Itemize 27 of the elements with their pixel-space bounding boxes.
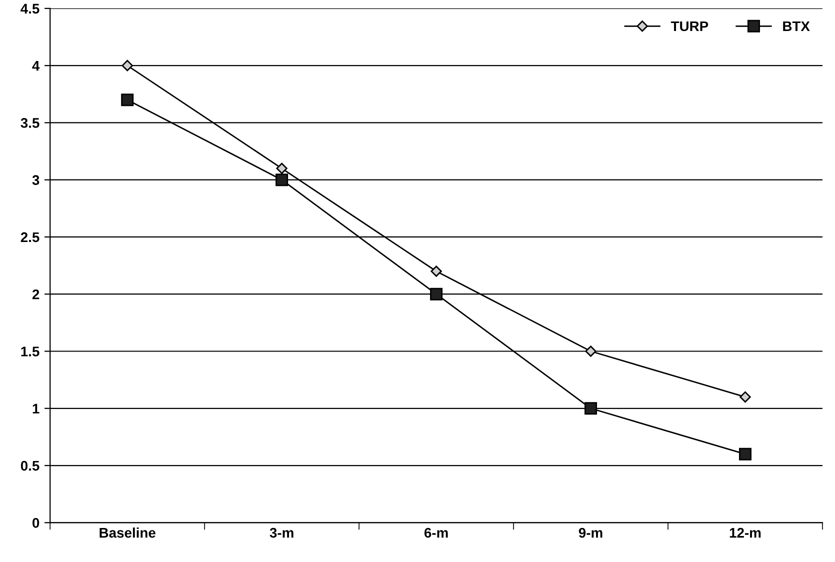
x-tick-label: 6-m xyxy=(424,528,448,538)
y-tick-label: 0.5 xyxy=(20,460,40,471)
point xyxy=(121,94,134,106)
point xyxy=(276,174,288,186)
point xyxy=(585,346,596,357)
point xyxy=(276,162,288,174)
y-tick-label: 3 xyxy=(32,175,40,186)
y-tick-label: 1 xyxy=(32,404,40,414)
legend-label: TURP xyxy=(670,21,708,32)
y-tick-label: 3.5 xyxy=(20,118,40,128)
point xyxy=(584,402,598,415)
point xyxy=(738,448,752,460)
x-tick-label: 12-m xyxy=(730,528,761,538)
y-tick-label: 1.5 xyxy=(21,346,40,356)
y-tick-label: 2 xyxy=(32,289,40,300)
legend-label: BTX xyxy=(783,21,810,31)
point xyxy=(122,60,133,72)
x-tick-label: 3-m xyxy=(270,528,294,538)
x-tick-label: 9-m xyxy=(578,528,602,538)
y-tick-label: 0 xyxy=(32,518,40,528)
y-tick-label: 4.5 xyxy=(20,4,40,14)
point xyxy=(430,288,443,300)
y-tick-label: 4 xyxy=(32,61,40,71)
y-tick-label: 2.5 xyxy=(20,232,40,242)
x-tick-label: Baseline xyxy=(100,528,156,538)
point xyxy=(430,266,442,277)
point xyxy=(740,391,751,403)
